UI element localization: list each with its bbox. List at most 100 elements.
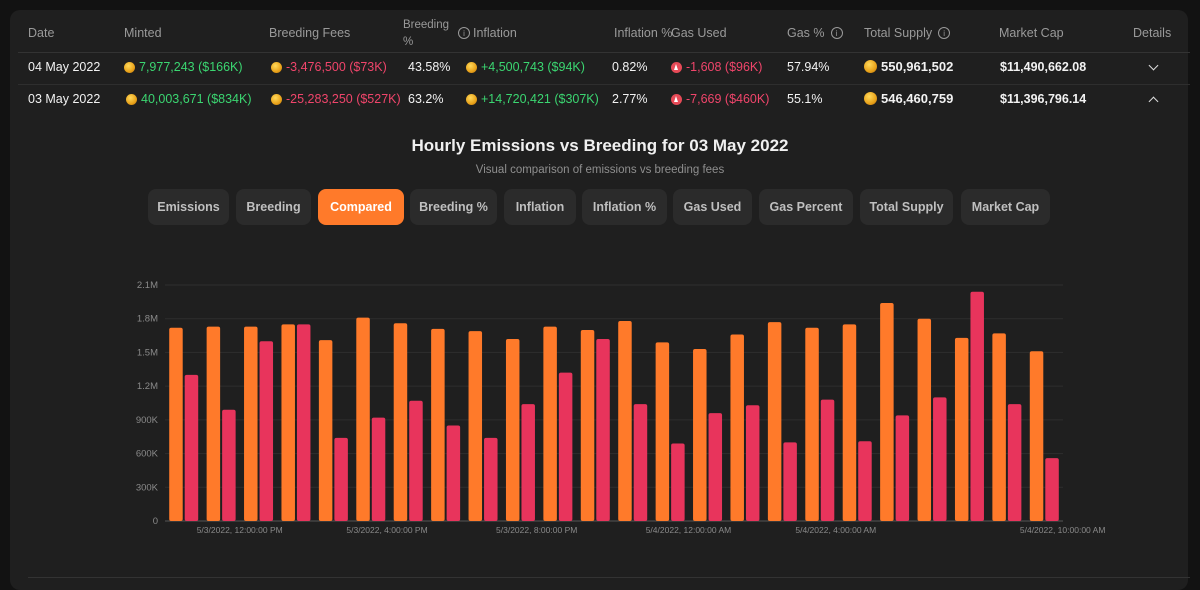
tab-total-supply[interactable]: Total Supply [860,189,953,225]
breeding-bar[interactable] [222,409,236,521]
emissions-bar[interactable] [880,302,894,521]
header-divider [18,52,1190,53]
breeding-bar[interactable] [1045,458,1059,521]
breeding-bar[interactable] [745,405,760,521]
breeding-bar[interactable] [1007,404,1022,521]
breeding-bar[interactable] [371,417,386,521]
row-total-supply: 546,460,759 [864,91,953,106]
emissions-bar[interactable] [169,327,183,521]
breeding-bar[interactable] [933,397,947,521]
breeding-bar[interactable] [558,372,573,521]
emissions-bar[interactable] [992,333,1006,521]
row-divider [18,84,1190,85]
row-minted: 7,977,243 ($166K) [124,60,243,74]
header-gas-used: Gas Used [671,26,727,40]
breeding-bar[interactable] [708,413,723,521]
header-details: Details [1133,26,1172,40]
emissions-bar[interactable] [393,323,408,521]
breeding-bar[interactable] [895,415,910,521]
chart-title: Hourly Emissions vs Breeding for 03 May … [411,136,789,155]
emissions-bar[interactable] [318,340,333,521]
breeding-bar[interactable] [820,399,835,521]
row-date: 04 May 2022 [28,60,101,74]
emissions-bar[interactable] [431,328,445,521]
emissions-bar[interactable] [954,337,969,521]
x-tick-label: 5/3/2022, 4:00:00 PM [346,525,427,535]
chart-subtitle: Visual comparison of emissions vs breedi… [475,164,725,176]
y-tick-label: 1.5M [137,347,158,358]
emissions-bar[interactable] [917,318,932,521]
slp-coin-icon [466,93,477,105]
breeding-bar[interactable] [334,437,348,521]
emissions-bar[interactable] [1029,351,1044,521]
tab-breeding[interactable]: Breeding [236,189,311,225]
tab-gas-percent[interactable]: Gas Percent [759,189,853,225]
tab-gas-used[interactable]: Gas Used [673,189,752,225]
breeding-bar[interactable] [484,437,498,521]
breeding-bar[interactable] [296,324,311,521]
tab-emissions[interactable]: Emissions [148,189,229,225]
y-tick-label: 300K [136,482,159,493]
breeding-bar[interactable] [671,443,685,521]
breeding-bar[interactable] [783,442,797,521]
emissions-bar[interactable] [805,327,819,521]
header-breeding-pct: Breeding % [403,19,450,48]
tab-market-cap[interactable]: Market Cap [961,189,1050,225]
emissions-bar[interactable] [730,334,744,521]
row-gas-pct: 55.1% [787,92,823,106]
row-inflation-pct: 0.82% [612,60,648,74]
emissions-bar[interactable] [543,326,557,521]
info-icon[interactable]: i [830,27,843,39]
emissions-bar[interactable] [618,320,632,521]
row-breeding-fees: -3,476,500 ($73K) [271,60,387,74]
emissions-bar[interactable] [693,349,707,521]
row-inflation: +4,500,743 ($94K) [466,60,585,74]
row-inflation-pct: 2.77% [612,92,648,106]
x-tick-label: 5/4/2022, 4:00:00 AM [795,525,876,535]
info-icon[interactable]: i [938,27,951,39]
row-market-cap: $11,396,796.14 [1000,92,1087,106]
row-inflation: +14,720,421 ($307K) [466,92,599,106]
tab-compared[interactable]: Compared [318,189,404,225]
slp-coin-icon [864,60,877,73]
x-tick-label: 5/3/2022, 8:00:00 PM [496,525,577,535]
emissions-bar[interactable] [468,331,483,521]
header-date: Date [28,26,55,40]
emissions-bar[interactable] [505,338,520,521]
info-icon[interactable]: i [458,27,470,39]
tab-inflation[interactable]: Inflation [504,189,576,225]
breeding-bar[interactable] [970,291,984,521]
emissions-bar[interactable] [842,324,857,521]
slp-coin-icon [271,93,282,105]
ronin-icon [671,61,682,73]
tab-breeding-pct[interactable]: Breeding % [410,189,497,225]
emissions-bar[interactable] [281,324,295,521]
x-tick-label: 5/4/2022, 12:00:00 AM [646,525,732,535]
x-tick-label: 5/3/2022, 12:00:00 PM [197,525,283,535]
breeding-bar[interactable] [446,425,461,521]
row-gas-used: -1,608 ($96K) [671,60,762,74]
emissions-bar[interactable] [767,322,782,521]
breeding-bar[interactable] [259,341,274,521]
header-inflation: i Inflation [455,26,517,40]
emissions-bar[interactable] [580,329,595,521]
breeding-bar[interactable] [521,404,535,521]
emissions-bar[interactable] [655,342,670,521]
breeding-bar[interactable] [409,400,423,521]
breeding-bar[interactable] [858,441,872,521]
slp-coin-icon [124,61,135,73]
emissions-bar[interactable] [206,326,221,521]
breeding-bar[interactable] [633,404,648,521]
y-tick-label: 900K [136,415,159,426]
row-date: 03 May 2022 [28,92,101,106]
tab-inflation-pct[interactable]: Inflation % [582,189,667,225]
emissions-bar[interactable] [356,317,370,521]
y-tick-label: 600K [136,449,159,460]
row-breeding-pct: 43.58% [408,60,451,74]
slp-coin-icon [864,92,877,105]
emissions-bar[interactable] [244,326,258,521]
x-tick-label: 5/4/2022, 10:00:00 AM [1020,525,1106,535]
breeding-bar[interactable] [184,374,199,521]
breeding-bar[interactable] [596,338,610,521]
